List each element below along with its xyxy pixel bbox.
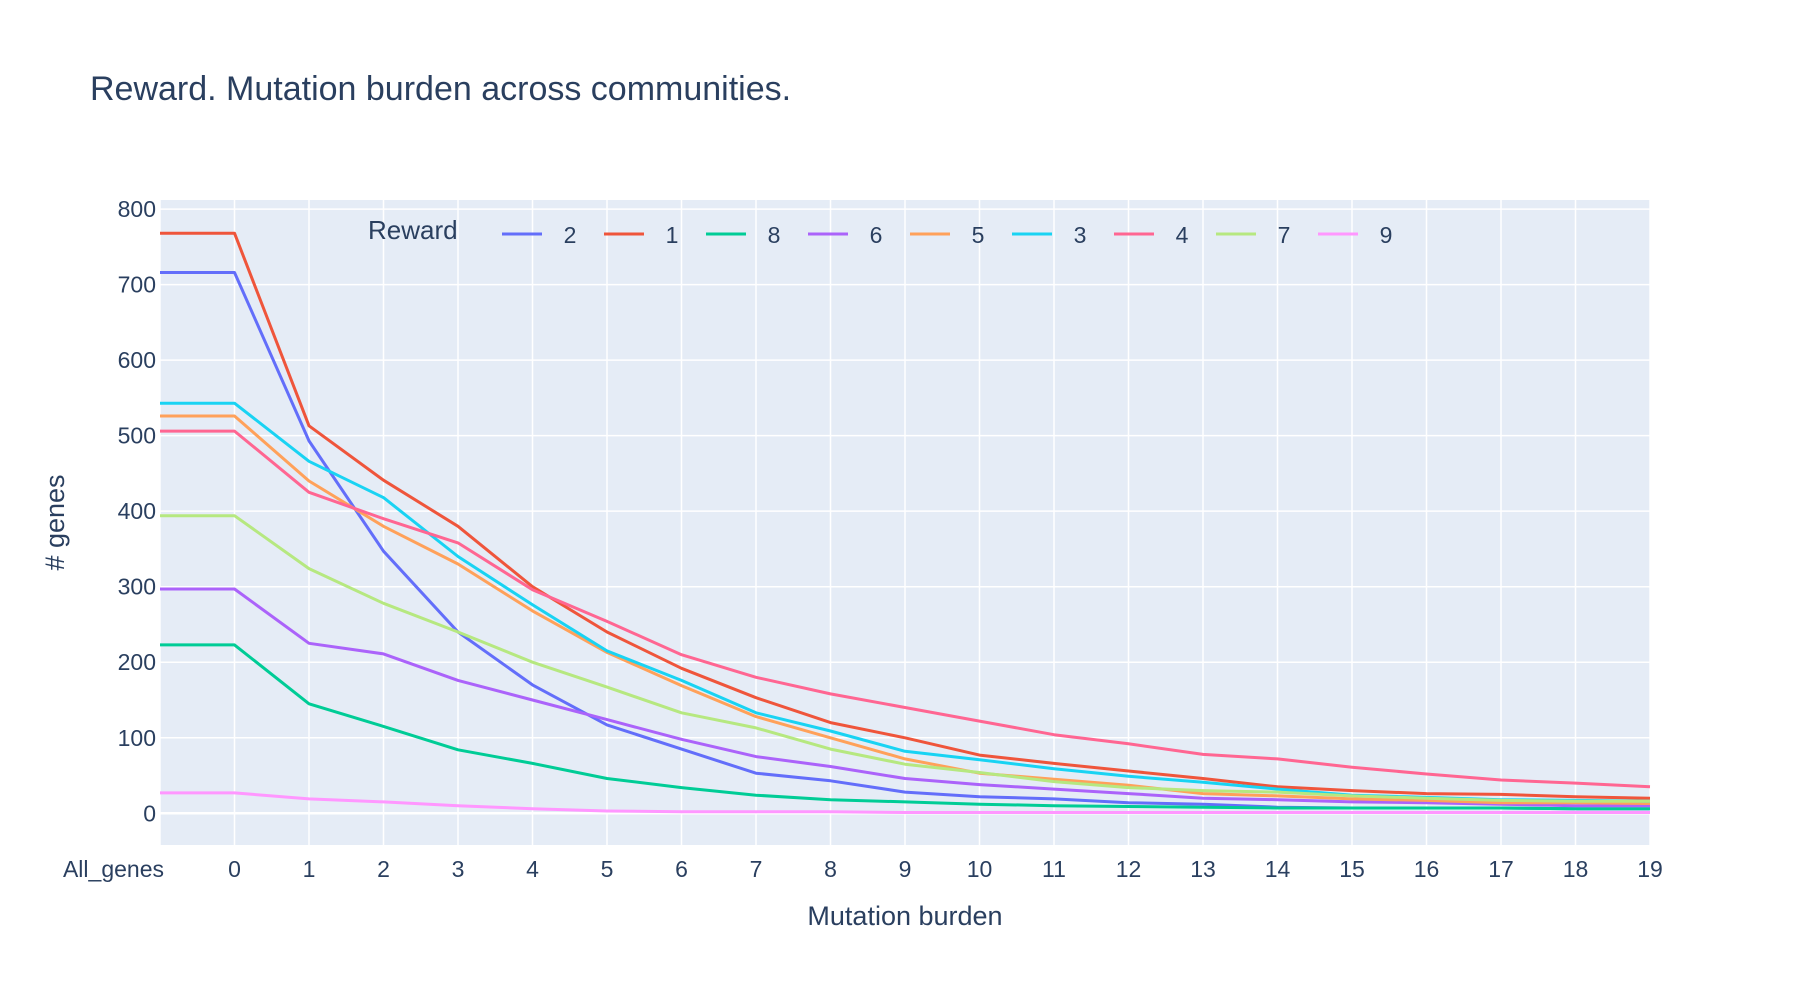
y-tick-label: 400 [118, 498, 156, 524]
legend-title: Reward [368, 215, 458, 245]
series-line-8 [160, 643, 1650, 811]
legend-label: 4 [1176, 222, 1189, 248]
y-tick-label: 100 [118, 725, 156, 751]
x-tick-label: 0 [228, 856, 241, 882]
legend-label: 7 [1278, 222, 1291, 248]
legend-label: 1 [666, 222, 679, 248]
x-tick-label: 5 [601, 856, 614, 882]
legend-label: 9 [1380, 222, 1393, 248]
x-tick-label: 15 [1339, 856, 1365, 882]
x-tick-label: 7 [750, 856, 763, 882]
x-tick-label: 16 [1414, 856, 1440, 882]
legend-item-8[interactable]: 8 [706, 222, 780, 248]
x-tick-label: 8 [824, 856, 837, 882]
chart-title: Reward. Mutation burden across communiti… [90, 70, 791, 108]
legend-item-2[interactable]: 2 [502, 222, 576, 248]
series-line-5 [160, 414, 1651, 805]
legend-item-3[interactable]: 3 [1012, 222, 1086, 248]
series-line-1 [160, 231, 1651, 800]
series-lines [160, 231, 1651, 814]
legend-label: 6 [870, 222, 883, 248]
legend-label: 3 [1074, 222, 1087, 248]
legend-label: 5 [972, 222, 985, 248]
legend-item-6[interactable]: 6 [808, 222, 882, 248]
y-tick-label: 200 [118, 649, 156, 675]
x-tick-label: 12 [1116, 856, 1142, 882]
y-tick-label: 800 [118, 196, 156, 222]
x-tick-label: 11 [1042, 856, 1066, 882]
x-tick-label: 6 [675, 856, 688, 882]
legend-item-1[interactable]: 1 [604, 222, 678, 248]
series-line-9 [160, 791, 1650, 814]
y-tick-label: 300 [118, 574, 156, 600]
x-tick-label: 1 [303, 856, 316, 882]
legend-item-5[interactable]: 5 [910, 222, 984, 248]
y-tick-label: 700 [118, 272, 156, 298]
series-line-7 [160, 514, 1650, 803]
x-tick-label: 9 [899, 856, 912, 882]
x-tick-label: 2 [377, 856, 390, 882]
series-line-4 [160, 429, 1651, 789]
legend-item-7[interactable]: 7 [1216, 222, 1290, 248]
x-axis-title: Mutation burden [807, 901, 1002, 931]
series-line-6 [160, 587, 1650, 808]
legend-item-9[interactable]: 9 [1318, 222, 1392, 248]
x-tick-label: 13 [1190, 856, 1216, 882]
y-axis-title: # genes [40, 474, 70, 570]
y-tick-label: 600 [118, 347, 156, 373]
x-tick-label: 18 [1563, 856, 1589, 882]
x-tick-label: 4 [526, 856, 539, 882]
x-tick-label: 19 [1637, 856, 1663, 882]
legend-item-4[interactable]: 4 [1114, 222, 1189, 248]
x-tick-label: 14 [1265, 856, 1291, 882]
y-tick-label: 500 [118, 423, 156, 449]
legend-label: 2 [564, 222, 577, 248]
axis-ticks: All_genes 0 1 2 3 4 5 6 7 8 9 10 11 12 13 14 15 16 17 18 190… [63, 196, 1663, 882]
y-tick-label: 0 [143, 800, 156, 826]
x-tick-label: 17 [1488, 856, 1514, 882]
x-tick-label: 3 [452, 856, 465, 882]
legend-label: 8 [768, 222, 781, 248]
legend[interactable]: Reward 2 1 8 6 5 3 4 7 9 [368, 215, 1392, 248]
grid [159, 200, 1651, 845]
x-tick-label: 10 [967, 856, 993, 882]
x-tick-label: All_genes [63, 856, 164, 882]
